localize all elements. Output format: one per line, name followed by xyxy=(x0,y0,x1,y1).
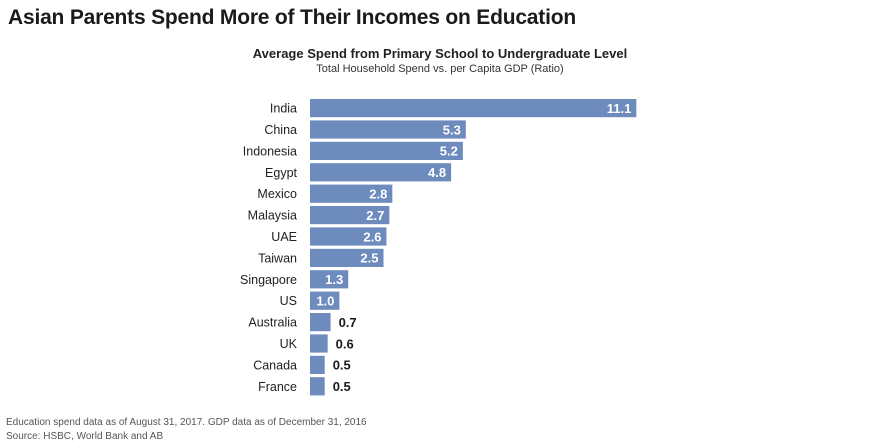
bar-uae xyxy=(310,227,387,246)
bar-france xyxy=(310,377,325,396)
bar-china xyxy=(310,120,466,139)
value-label: 5.3 xyxy=(443,122,461,137)
category-label: India xyxy=(270,102,297,116)
source-note: Source: HSBC, World Bank and AB xyxy=(6,431,164,442)
bar-taiwan xyxy=(310,248,384,267)
bar-mexico xyxy=(310,184,393,203)
category-label: Singapore xyxy=(240,273,297,287)
bar-us xyxy=(310,291,340,310)
page-title: Asian Parents Spend More of Their Income… xyxy=(8,6,576,29)
category-label: Egypt xyxy=(265,166,297,180)
value-label: 2.6 xyxy=(363,229,381,244)
bar-canada xyxy=(310,355,325,374)
value-label: 2.7 xyxy=(366,208,384,223)
bar-australia xyxy=(310,313,331,332)
category-label: Taiwan xyxy=(258,251,297,265)
category-label: France xyxy=(258,380,297,394)
category-label: Malaysia xyxy=(248,209,297,223)
category-label: US xyxy=(280,294,297,308)
value-label: 1.3 xyxy=(325,272,343,287)
chart-subtitle: Total Household Spend vs. per Capita GDP… xyxy=(316,63,564,75)
bar-egypt xyxy=(310,163,452,182)
category-label: UAE xyxy=(271,230,297,244)
category-label: China xyxy=(264,123,297,137)
bar-uk xyxy=(310,334,328,353)
value-label: 0.7 xyxy=(339,315,357,330)
value-label: 5.2 xyxy=(440,144,458,159)
value-label: 1.0 xyxy=(316,294,334,309)
value-label: 2.5 xyxy=(360,251,378,266)
category-label: Australia xyxy=(248,316,297,330)
value-label: 2.8 xyxy=(369,187,387,202)
category-label: UK xyxy=(280,337,298,351)
bar-indonesia xyxy=(310,141,463,160)
value-label: 4.8 xyxy=(428,165,446,180)
bars-layer: India 11.1 China 5.3 Indonesia 5.2 Egypt 4.8 Mex… xyxy=(240,99,637,396)
bar-india xyxy=(310,99,637,118)
value-label: 0.5 xyxy=(333,379,351,394)
footnote: Education spend data as of August 31, 20… xyxy=(6,417,367,428)
value-label: 0.6 xyxy=(336,336,354,351)
category-label: Canada xyxy=(253,358,297,372)
value-label: 0.5 xyxy=(333,358,351,373)
bar-malaysia xyxy=(310,206,390,225)
value-label: 11.1 xyxy=(607,101,632,116)
bar-singapore xyxy=(310,270,349,289)
category-label: Indonesia xyxy=(243,144,297,158)
chart-title: Average Spend from Primary School to Und… xyxy=(252,46,628,61)
category-label: Mexico xyxy=(257,187,297,201)
